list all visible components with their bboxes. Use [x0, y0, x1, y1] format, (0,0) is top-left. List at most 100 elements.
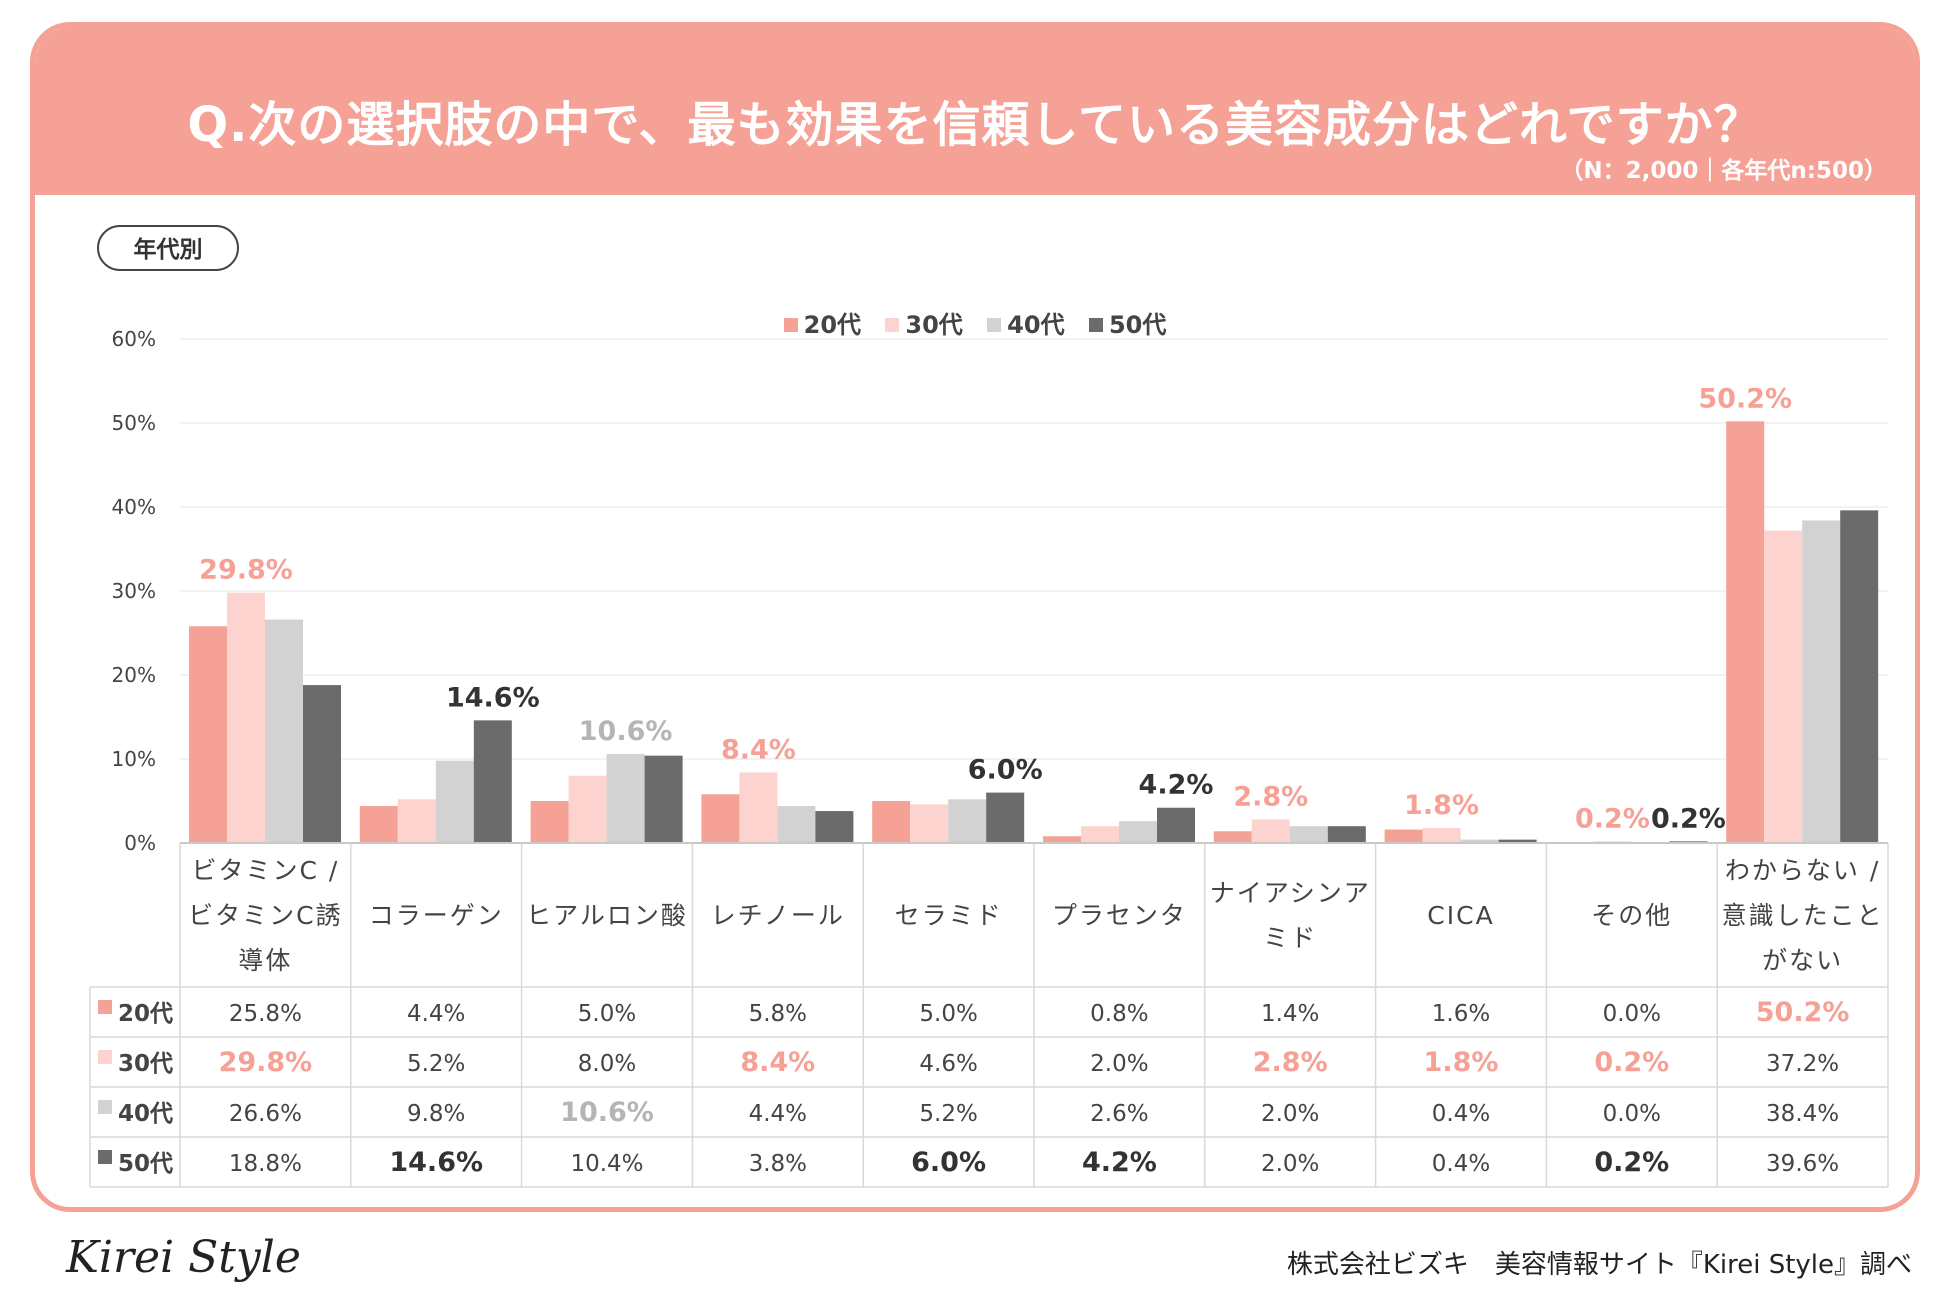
- y-tick-label: 40%: [112, 495, 156, 519]
- bar-40代-2: [606, 753, 645, 843]
- header-banner: Q.次の選択肢の中で、最も効果を信頼している美容成分はどれですか？ （N：2,0…: [35, 27, 1915, 195]
- legend-item-30s: 30代: [885, 305, 963, 340]
- bar-20代-3: [701, 794, 740, 843]
- row-swatch-20代: [98, 1000, 112, 1014]
- y-tick-label: 20%: [112, 663, 156, 687]
- row-swatch-30代: [98, 1050, 112, 1064]
- y-tick-label: 10%: [112, 747, 156, 771]
- table-cell: 37.2%: [1766, 1051, 1839, 1077]
- bar-30代-9: [1764, 530, 1803, 843]
- table-cell: 50.2%: [1756, 997, 1850, 1028]
- legend-swatch-30s: [885, 318, 900, 332]
- bar-30代-5: [1081, 826, 1119, 843]
- legend-label-50s: 50代: [1108, 311, 1167, 339]
- row-swatch-40代: [98, 1100, 112, 1114]
- table-cell: 2.8%: [1253, 1047, 1328, 1078]
- data-label: 29.8%: [199, 555, 293, 586]
- y-tick-label: 60%: [112, 327, 156, 351]
- category-label: ビタミンC誘: [188, 901, 342, 930]
- data-label: 4.2%: [1139, 770, 1214, 801]
- bar-50代-5: [1157, 807, 1195, 843]
- bar-40代-9: [1802, 520, 1841, 843]
- legend-item-50s: 50代: [1088, 305, 1167, 340]
- bar-40代-6: [1289, 826, 1328, 843]
- bar-20代-6: [1213, 831, 1252, 843]
- bar-30代-4: [910, 804, 949, 843]
- table-cell: 0.2%: [1594, 1047, 1669, 1078]
- bar-20代-5: [1043, 836, 1081, 843]
- table-cell: 0.8%: [1090, 1001, 1148, 1027]
- table-cell: 4.2%: [1082, 1147, 1157, 1178]
- legend-label-30s: 30代: [905, 311, 963, 339]
- table-cell: 4.6%: [919, 1051, 977, 1077]
- category-label: CICA: [1427, 901, 1494, 930]
- category-label: ビタミンC /: [191, 856, 339, 885]
- legend-swatch-40s: [987, 318, 1002, 332]
- data-label: 1.8%: [1404, 790, 1479, 821]
- table-cell: 18.8%: [229, 1151, 302, 1177]
- y-tick-label: 0%: [124, 831, 156, 855]
- table-cell: 0.4%: [1432, 1151, 1490, 1177]
- table-cell: 2.0%: [1261, 1101, 1319, 1127]
- bar-30代-3: [739, 772, 778, 843]
- legend-label-40s: 40代: [1007, 311, 1065, 339]
- bar-40代-4: [948, 799, 987, 843]
- row-label-30代: 30代: [118, 1051, 173, 1077]
- category-label: がない: [1762, 946, 1843, 975]
- legend-item-20s: 20代: [783, 305, 862, 340]
- legend-label-20s: 20代: [803, 311, 862, 339]
- bar-20代-7: [1384, 829, 1423, 843]
- chart-title: Q.次の選択肢の中で、最も効果を信頼している美容成分はどれですか？: [187, 97, 1763, 153]
- table-cell: 5.0%: [919, 1001, 977, 1027]
- bar-50代-9: [1840, 510, 1879, 843]
- bar-40代-7: [1460, 839, 1499, 843]
- category-label: セラミド: [895, 901, 1003, 930]
- data-label: 10.6%: [579, 716, 673, 747]
- table-cell: 39.6%: [1766, 1151, 1839, 1177]
- table-cell: 10.4%: [570, 1151, 643, 1177]
- legend-swatch-50s: [1088, 318, 1103, 332]
- table-cell: 5.2%: [919, 1101, 977, 1127]
- sample-size-note: （N：2,000｜各年代n:500）: [1560, 158, 1887, 184]
- bar-30代-1: [397, 799, 436, 843]
- bar-50代-3: [815, 811, 854, 843]
- bar-30代-2: [568, 775, 607, 843]
- bar-30代-6: [1251, 819, 1290, 843]
- table-cell: 0.2%: [1594, 1147, 1669, 1178]
- row-label-40代: 40代: [118, 1101, 173, 1127]
- row-label-50代: 50代: [118, 1151, 173, 1177]
- table-cell: 8.0%: [578, 1051, 636, 1077]
- bar-50代-4: [986, 792, 1025, 843]
- table-cell: 29.8%: [219, 1047, 313, 1078]
- bar-30代-7: [1422, 827, 1461, 843]
- data-label: 8.4%: [721, 734, 796, 765]
- category-label: ヒアルロン酸: [526, 901, 688, 930]
- table-cell: 4.4%: [749, 1101, 807, 1127]
- table-cell: 1.8%: [1424, 1047, 1499, 1078]
- data-label: 14.6%: [446, 682, 540, 713]
- y-tick-label: 50%: [112, 411, 156, 435]
- bar-30代-0: [227, 592, 265, 843]
- category-label: コラーゲン: [369, 901, 504, 930]
- table-cell: 5.0%: [578, 1001, 636, 1027]
- chart-card: Q.次の選択肢の中で、最も効果を信頼している美容成分はどれですか？ （N：2,0…: [30, 22, 1920, 1212]
- table-cell: 10.6%: [560, 1097, 654, 1128]
- legend: 20代 30代 40代 50代: [35, 305, 1915, 340]
- table-cell: 2.0%: [1261, 1151, 1319, 1177]
- bar-40代-1: [435, 760, 474, 843]
- table-cell: 25.8%: [229, 1001, 302, 1027]
- bar-20代-1: [359, 806, 398, 843]
- category-label: その他: [1591, 901, 1672, 930]
- bar-50代-6: [1327, 826, 1366, 843]
- table-cell: 14.6%: [389, 1147, 483, 1178]
- bar-50代-0: [303, 685, 341, 843]
- table-cell: 0.0%: [1603, 1101, 1661, 1127]
- data-label: 2.8%: [1233, 781, 1308, 812]
- bar-50代-1: [473, 720, 512, 843]
- legend-item-40s: 40代: [987, 305, 1065, 340]
- row-swatch-50代: [98, 1150, 112, 1164]
- bar-20代-2: [530, 801, 569, 843]
- table-cell: 1.4%: [1261, 1001, 1319, 1027]
- bar-50代-2: [644, 755, 683, 843]
